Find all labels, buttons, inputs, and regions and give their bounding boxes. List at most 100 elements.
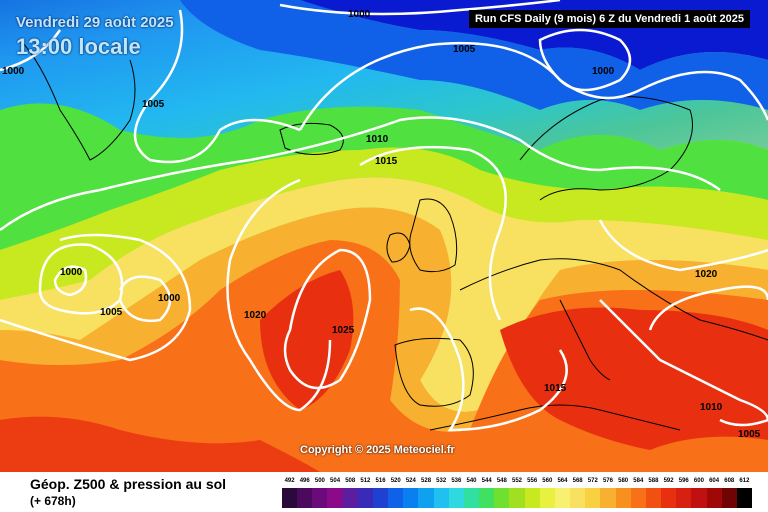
isobar-1010 [0, 116, 721, 232]
band-blue-north [180, 0, 768, 110]
legend-swatch-588 [645, 488, 662, 508]
band-yellow [0, 177, 768, 412]
isobar-1015-iceland [359, 145, 507, 321]
legend-label-496: 496 [299, 478, 310, 484]
legend-label-608: 608 [724, 478, 735, 484]
band-red-atl [260, 270, 354, 410]
legend-swatch-500 [312, 488, 328, 508]
iso-label-1020-east: 1020 [695, 269, 718, 280]
band-yellow-green [0, 147, 768, 300]
band-red-med [500, 307, 768, 450]
isobar-1000-north [279, 0, 561, 16]
isobar-1020-east [598, 219, 768, 272]
uk-coast [409, 198, 458, 273]
isobar-1010-east [599, 299, 768, 421]
iso-label-1000-north: 1000 [348, 9, 371, 20]
legend-label-604: 604 [709, 478, 720, 484]
legend-swatch-576 [600, 488, 617, 508]
legend-label-492: 492 [284, 478, 295, 484]
scandinavia-coast [519, 96, 693, 201]
legend-swatch-496 [297, 488, 313, 508]
legend-label-600: 600 [693, 478, 704, 484]
legend-swatch-548 [494, 488, 510, 508]
iso-label-1015-iceland: 1015 [375, 156, 398, 167]
legend-swatch-492 [282, 488, 298, 508]
iso-label-1000-low-b: 1000 [158, 293, 181, 304]
legend-label-544: 544 [481, 478, 492, 484]
legend-swatch-516 [372, 488, 389, 508]
legend-swatch-608 [721, 488, 738, 508]
legend-label-504: 504 [330, 478, 341, 484]
legend-swatch-520 [388, 488, 404, 508]
legend-label-580: 580 [618, 478, 629, 484]
legend-swatch-540 [463, 488, 480, 508]
legend-label-588: 588 [648, 478, 659, 484]
iberia-coast [394, 337, 474, 407]
iso-label-1005-north: 1005 [453, 44, 476, 55]
iso-label-1025: 1025 [332, 325, 355, 336]
isobar-low-b [38, 243, 124, 315]
legend-swatch-572 [585, 488, 601, 508]
legend-label-584: 584 [633, 478, 644, 484]
isobar-1000-low [118, 275, 172, 323]
legend-label-552: 552 [511, 478, 522, 484]
legend-swatch-552 [509, 488, 526, 508]
legend-swatch-560 [539, 488, 556, 508]
legend-swatch-536 [448, 488, 465, 508]
isobar-1015-med [409, 307, 568, 432]
run-info-banner: Run CFS Daily (9 mois) 6 Z du Vendredi 1… [469, 10, 750, 28]
legend-swatch-580 [615, 488, 632, 508]
legend-label-572: 572 [587, 478, 598, 484]
legend-swatch-532 [433, 488, 450, 508]
legend-swatch-508 [342, 488, 359, 508]
footer-bar: Géop. Z500 & pression au sol (+ 678h) 49… [0, 472, 768, 512]
legend-label-512: 512 [360, 478, 371, 484]
legend-swatch-600 [691, 488, 707, 508]
isobar-1000-west [0, 29, 62, 72]
legend-label-524: 524 [405, 478, 416, 484]
legend-swatch-544 [479, 488, 495, 508]
legend-label-540: 540 [466, 478, 477, 484]
ireland-coast [386, 232, 411, 263]
iso-label-1005-atl: 1005 [100, 307, 123, 318]
italy-coast [559, 299, 611, 381]
iso-label-1010-east: 1010 [700, 402, 723, 413]
legend-label-536: 536 [451, 478, 462, 484]
legend-label-568: 568 [572, 478, 583, 484]
legend-swatch-596 [676, 488, 692, 508]
legend-label-532: 532 [436, 478, 447, 484]
legend-swatch-512 [357, 488, 374, 508]
band-cyan [0, 0, 768, 150]
legend-swatch-568 [570, 488, 586, 508]
legend-swatch-612 [736, 488, 753, 508]
band-red-sw [0, 416, 320, 472]
isobar-1005-atl [0, 233, 192, 362]
isobar-1005-greenland [133, 9, 301, 164]
legend-label-596: 596 [678, 478, 689, 484]
isobars [0, 0, 768, 430]
legend-label-564: 564 [557, 478, 568, 484]
band-green [0, 103, 768, 250]
isobar-1020-east-loop [648, 285, 768, 331]
product-title: Géop. Z500 & pression au sol [30, 476, 227, 492]
legend-swatch-524 [403, 488, 419, 508]
iso-label-1010: 1010 [366, 134, 389, 145]
isobar-1000-scand [538, 28, 632, 92]
color-legend: 492 496 500 504 508 512 516 520 524 528 532 536 540 5… [282, 478, 753, 510]
legend-swatch-604 [706, 488, 723, 508]
legend-label-520: 520 [390, 478, 401, 484]
legend-swatch-556 [524, 488, 541, 508]
iso-label-1000-scand: 1000 [592, 66, 615, 77]
iso-label-1000-low-a: 1000 [60, 267, 83, 278]
iso-label-1005-east: 1005 [738, 429, 761, 440]
legend-label-516: 516 [375, 478, 386, 484]
valid-date: Vendredi 29 août 2025 [16, 14, 174, 31]
greenland-coast [19, 39, 136, 161]
isobar-1020-atl [226, 178, 332, 412]
legend-label-576: 576 [602, 478, 613, 484]
isobar-1025 [283, 248, 372, 390]
legend-label-500: 500 [314, 478, 325, 484]
legend-label-560: 560 [542, 478, 553, 484]
legend-label-528: 528 [421, 478, 432, 484]
geopotential-bands [0, 0, 768, 472]
